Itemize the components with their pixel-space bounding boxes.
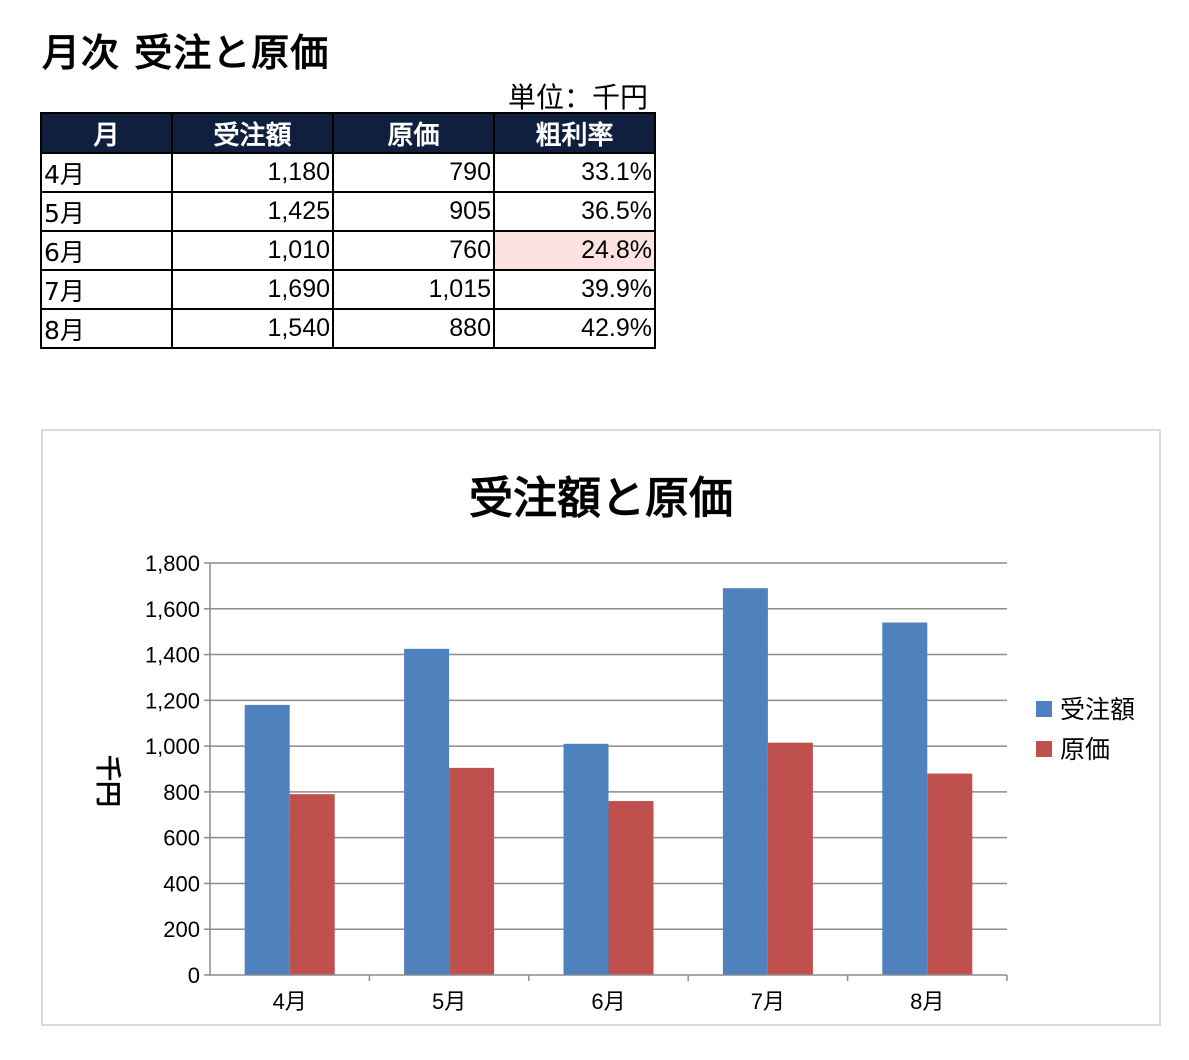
x-tick-label: 7月 <box>751 989 785 1014</box>
legend-swatch <box>1036 741 1052 757</box>
bar-cost <box>449 767 495 975</box>
bars <box>244 588 973 975</box>
cell-month: 8月 <box>40 308 173 349</box>
bar-orders <box>882 622 928 975</box>
y-tick-label: 800 <box>163 780 200 805</box>
header-month: 月 <box>40 112 173 154</box>
cell-orders: 1,540 <box>171 308 334 349</box>
cell-orders: 1,425 <box>171 191 334 232</box>
table-row: 7月 1,690 1,015 39.9% <box>40 269 656 310</box>
cell-month: 6月 <box>40 230 173 271</box>
page-title: 月次 受注と原価 <box>42 31 330 75</box>
y-tick-label: 1,400 <box>145 643 200 668</box>
cell-month: 4月 <box>40 152 173 193</box>
bar-cost <box>289 794 335 975</box>
y-tick-label: 1,000 <box>145 734 200 759</box>
cell-orders: 1,690 <box>171 269 334 310</box>
x-tick-label: 4月 <box>273 989 307 1014</box>
x-tick-label: 8月 <box>910 989 944 1014</box>
y-tick-label: 600 <box>163 826 200 851</box>
table-header-row: 月 受注額 原価 粗利率 <box>40 112 656 154</box>
header-orders: 受注額 <box>171 112 334 154</box>
bar-cost <box>608 801 654 975</box>
cell-margin: 36.5% <box>493 191 656 232</box>
bar-orders <box>244 704 290 975</box>
table-row: 8月 1,540 880 42.9% <box>40 308 656 349</box>
header-cost: 原価 <box>332 112 495 154</box>
legend-label: 原価 <box>1060 736 1110 764</box>
cell-month: 7月 <box>40 269 173 310</box>
bar-cost <box>927 773 973 975</box>
cell-month: 5月 <box>40 191 173 232</box>
bar-chart: 受注額と原価 千円 0 200 400 600 800 1,000 1,200 1,400 1,… <box>93 474 1135 1014</box>
y-tick-label: 1,200 <box>145 688 200 713</box>
cell-margin: 39.9% <box>493 269 656 310</box>
cell-orders: 1,180 <box>171 152 334 193</box>
x-tick-label: 5月 <box>432 989 466 1014</box>
bar-orders <box>563 743 609 975</box>
y-tick-label: 1,800 <box>145 551 200 576</box>
y-tick-label: 1,600 <box>145 597 200 622</box>
y-axis-label: 千円 <box>93 755 123 807</box>
y-tick-label: 200 <box>163 917 200 942</box>
y-tick-label: 0 <box>188 963 200 988</box>
cell-cost: 1,015 <box>332 269 495 310</box>
cell-cost: 880 <box>332 308 495 349</box>
axes: 0 200 400 600 800 1,000 1,200 1,400 1,600 1,800 4月… <box>145 551 1008 1014</box>
bar-orders <box>404 648 450 975</box>
table-row: 6月 1,010 760 24.8% <box>40 230 656 271</box>
y-tick-label: 400 <box>163 871 200 896</box>
table-row: 4月 1,180 790 33.1% <box>40 152 656 193</box>
cell-margin-highlighted: 24.8% <box>493 230 656 271</box>
cell-cost: 760 <box>332 230 495 271</box>
unit-label: 単位：千円 <box>508 81 649 114</box>
cell-cost: 790 <box>332 152 495 193</box>
chart-container: 受注額と原価 千円 0 200 400 600 800 1,000 1,200 1,400 1,… <box>41 429 1161 1026</box>
cell-margin: 42.9% <box>493 308 656 349</box>
legend-label: 受注額 <box>1060 696 1135 724</box>
chart-title: 受注額と原価 <box>469 474 733 523</box>
bar-cost <box>767 742 813 975</box>
bar-orders <box>722 588 768 975</box>
cell-orders: 1,010 <box>171 230 334 271</box>
cell-cost: 905 <box>332 191 495 232</box>
cell-margin: 33.1% <box>493 152 656 193</box>
table-row: 5月 1,425 905 36.5% <box>40 191 656 232</box>
x-tick-label: 6月 <box>591 989 625 1014</box>
legend-swatch <box>1036 701 1052 717</box>
data-table: 月 受注額 原価 粗利率 4月 1,180 790 33.1% 5月 1,425… <box>40 112 656 349</box>
header-margin: 粗利率 <box>493 112 656 154</box>
